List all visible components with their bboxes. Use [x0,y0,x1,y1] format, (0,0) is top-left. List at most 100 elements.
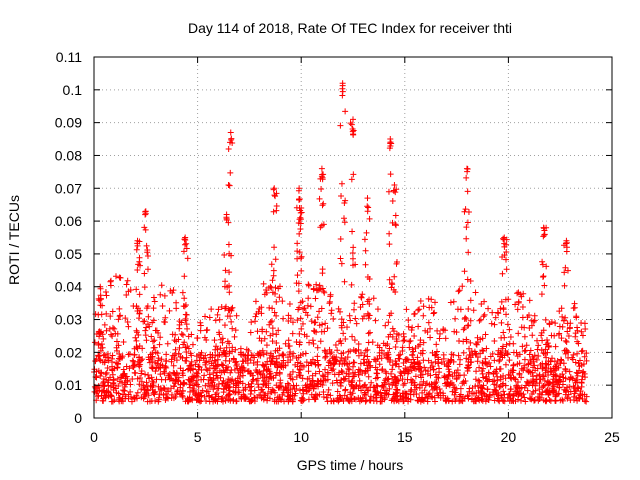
data-point [388,310,395,317]
data-point [136,381,143,388]
data-point [539,273,546,280]
data-point [327,350,334,357]
data-point [440,355,447,362]
data-point [222,305,229,312]
data-point [152,327,159,334]
data-point [417,298,424,305]
data-point [504,351,511,358]
data-point [268,284,275,291]
data-point [242,394,249,401]
data-point [287,392,294,399]
data-point [433,374,440,381]
data-point [391,373,398,380]
data-point [489,378,496,385]
data-point [477,316,484,323]
data-point [509,367,516,374]
data-point [160,384,167,391]
data-point [280,357,287,364]
data-point [370,295,377,302]
data-point [543,354,550,361]
data-point [338,316,345,323]
data-point [270,208,277,215]
data-point [102,371,109,378]
data-point [385,319,392,326]
data-point [252,318,259,325]
data-point [393,336,400,343]
data-point [318,165,325,172]
data-point [530,358,537,365]
data-point [540,350,547,357]
data-point [211,357,218,364]
data-point [464,168,471,175]
data-point [107,277,114,284]
data-point [294,272,301,279]
data-point [276,283,283,290]
data-point [219,339,226,346]
data-point [332,341,339,348]
data-point [212,395,219,402]
data-point [442,335,449,342]
data-point [151,298,158,305]
data-point [280,364,287,371]
data-point [431,394,438,401]
data-point [163,351,170,358]
data-point [533,380,540,387]
data-point [166,376,173,383]
data-point [476,378,483,385]
data-point [112,273,119,280]
data-point [109,358,116,365]
data-point [203,366,210,373]
data-point [311,319,318,326]
data-point [542,369,549,376]
data-point [221,347,228,354]
data-point [320,200,327,207]
data-point [163,357,170,364]
data-point [318,185,325,192]
data-point [136,258,143,265]
data-point [241,394,248,401]
data-point [122,373,129,380]
data-point [547,368,554,375]
data-point [556,384,563,391]
data-point [254,369,261,376]
data-point [123,291,130,298]
data-point [481,392,488,399]
data-point [376,361,383,368]
data-point [199,387,206,394]
data-point [338,376,345,383]
data-point [366,276,373,283]
data-point [440,327,447,334]
data-point [503,266,510,273]
data-point [494,377,501,384]
data-point [337,395,344,402]
data-point [209,393,216,400]
data-point [247,369,254,376]
data-point [521,356,528,363]
data-point [505,394,512,401]
data-point [411,311,418,318]
data-point [304,302,311,309]
data-point [355,371,362,378]
data-point [261,392,268,399]
data-point [314,380,321,387]
data-point [324,325,331,332]
data-point [436,369,443,376]
data-point [141,224,148,231]
data-point [297,352,304,359]
data-point [254,358,261,365]
data-point [374,383,381,390]
data-point [385,380,392,387]
data-point [361,236,368,243]
data-point [289,330,296,337]
data-point [156,391,163,398]
data-point [276,294,283,301]
data-point [298,253,305,260]
data-point [560,378,567,385]
data-point [109,308,116,315]
data-point [264,390,271,397]
data-point [524,378,531,385]
chart-title: Day 114 of 2018, Rate Of TEC Index for r… [188,20,512,36]
data-point [382,390,389,397]
data-point [374,374,381,381]
